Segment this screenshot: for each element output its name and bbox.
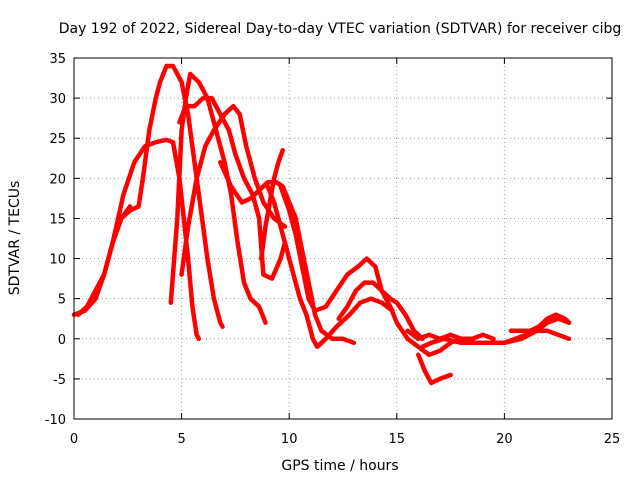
- x-tick-label: 25: [604, 432, 621, 447]
- series-line: [480, 328, 572, 346]
- series-line: [416, 352, 453, 386]
- x-tick-label: 10: [281, 432, 298, 447]
- series-line: [76, 204, 133, 317]
- series-line: [218, 160, 357, 346]
- x-tick-label: 5: [177, 432, 185, 447]
- series-line: [278, 184, 425, 342]
- series-line: [177, 95, 288, 281]
- y-tick-label: -10: [45, 413, 66, 428]
- y-tick-label: -5: [53, 373, 66, 388]
- series-line: [110, 63, 225, 329]
- series-line: [179, 103, 288, 277]
- y-tick-label: 35: [49, 52, 66, 67]
- x-tick-label: 20: [496, 432, 513, 447]
- y-tick-label: 15: [49, 212, 66, 227]
- y-tick-label: 5: [58, 293, 66, 308]
- y-tick-label: 20: [49, 172, 66, 187]
- series-line: [405, 328, 496, 342]
- series-line: [508, 312, 572, 334]
- y-tick-label: 30: [49, 92, 66, 107]
- x-tick-label: 15: [389, 432, 406, 447]
- series-line: [265, 184, 395, 350]
- x-tick-label: 0: [70, 432, 78, 447]
- plot-frame: [73, 57, 613, 420]
- y-tick-label: 0: [58, 333, 66, 348]
- axis-ticks: 0 5 10 15 20 25 -10 -5 0 5 10 15 20 25 30 35: [45, 52, 621, 447]
- y-tick-label: 25: [49, 132, 66, 147]
- data-series: [71, 63, 572, 386]
- x-axis-label: GPS time / hours: [281, 458, 398, 474]
- chart-title: Day 192 of 2022, Sidereal Day-to-day VTE…: [59, 21, 622, 37]
- y-axis-label: SDTVAR / TECUs: [7, 181, 23, 296]
- series-line: [336, 280, 464, 358]
- series-line: [258, 148, 285, 261]
- y-tick-label: 10: [49, 253, 66, 268]
